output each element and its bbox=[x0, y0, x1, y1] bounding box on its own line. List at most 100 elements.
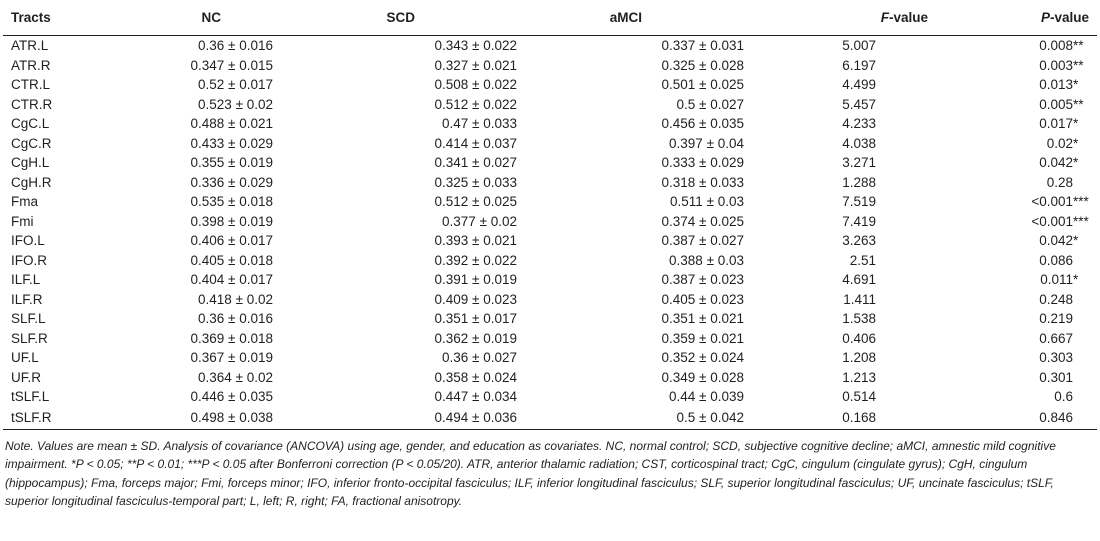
cell-f-value: 3.263 bbox=[842, 233, 876, 249]
table-row: Fmi 0.398 ± 0.019 0.377 ± 0.02 0.374 ± 0.02… bbox=[3, 212, 1097, 232]
cell-nc: 0.498 ± 0.038 bbox=[121, 406, 281, 430]
cell-nc: 0.369 ± 0.018 bbox=[190, 330, 273, 346]
cell-tract: ILF.R bbox=[11, 291, 43, 307]
cell-scd: 0.36 ± 0.027 bbox=[442, 350, 517, 366]
table-row: CgC.R 0.433 ± 0.029 0.414 ± 0.037 0.397 ± 0… bbox=[3, 134, 1097, 154]
cell-scd: 0.341 ± 0.027 bbox=[434, 155, 517, 171]
cell-nc: 0.433 ± 0.029 bbox=[190, 135, 273, 151]
p-value-text: 0.846 bbox=[1039, 410, 1073, 425]
cell-amci: 0.318 ± 0.033 bbox=[661, 174, 744, 190]
table-note: Note. Values are mean ± SD. Analysis of … bbox=[5, 438, 1056, 509]
p-value-text: 0.086 bbox=[1039, 252, 1073, 268]
p-value-text: 0.303 bbox=[1039, 350, 1073, 366]
cell-amci: 0.351 ± 0.021 bbox=[661, 311, 744, 327]
cell-nc: 0.347 ± 0.015 bbox=[190, 57, 273, 73]
table-body: ATR.L 0.36 ± 0.016 0.343 ± 0.022 0.337 ± 0.… bbox=[3, 36, 1097, 430]
cell-nc: 0.364 ± 0.02 bbox=[198, 369, 273, 385]
table-row: ILF.R 0.418 ± 0.02 0.409 ± 0.023 0.405 ± 0.… bbox=[3, 290, 1097, 310]
cell-tract: CTR.R bbox=[11, 96, 53, 112]
cell-nc: 0.446 ± 0.035 bbox=[190, 389, 273, 405]
cell-f-value: 3.271 bbox=[842, 155, 876, 171]
cell-f-value: 7.519 bbox=[842, 194, 876, 210]
cell-f-value: 1.538 bbox=[842, 311, 876, 327]
table-row: SLF.L 0.36 ± 0.016 0.351 ± 0.017 0.351 ± 0.… bbox=[3, 309, 1097, 329]
cell-scd: 0.414 ± 0.037 bbox=[434, 135, 517, 151]
cell-f-value: 0.406 bbox=[842, 330, 876, 346]
cell-f-value: 0.168 bbox=[754, 406, 936, 430]
p-value-text: 0.301 bbox=[1039, 369, 1073, 385]
significance-marker: *** bbox=[1073, 213, 1089, 229]
table-row: ILF.L 0.404 ± 0.017 0.391 ± 0.019 0.387 ± 0… bbox=[3, 270, 1097, 290]
cell-tract: tSLF.R bbox=[3, 406, 121, 430]
cell-scd: 0.377 ± 0.02 bbox=[442, 213, 517, 229]
cell-tract: CgC.L bbox=[11, 116, 50, 132]
cell-amci: 0.511 ± 0.03 bbox=[670, 194, 744, 210]
cell-scd: 0.343 ± 0.022 bbox=[434, 38, 517, 54]
p-value-text: 0.011 bbox=[1040, 272, 1073, 288]
cell-amci: 0.352 ± 0.024 bbox=[661, 350, 744, 366]
cell-p-value: 0.6 bbox=[936, 387, 1097, 407]
cell-tract: CgH.R bbox=[11, 174, 52, 190]
tracts-table: Tracts NC SCD aMCI F-value P-value ATR.L… bbox=[3, 0, 1097, 430]
cell-tract: UF.R bbox=[11, 369, 41, 385]
cell-p-value: 0.008** bbox=[936, 36, 1097, 56]
cell-amci: 0.374 ± 0.025 bbox=[661, 213, 744, 229]
cell-tract: Fmi bbox=[11, 213, 34, 229]
p-value-text: 0.008 bbox=[1039, 38, 1073, 54]
p-value-text: <0.001 bbox=[1031, 213, 1073, 229]
cell-nc: 0.398 ± 0.019 bbox=[190, 213, 273, 229]
cell-p-value: 0.219 bbox=[936, 309, 1097, 329]
p-value-text: 0.042 bbox=[1039, 233, 1073, 249]
cell-p-value: <0.001*** bbox=[936, 212, 1097, 232]
significance-marker: * bbox=[1073, 116, 1079, 132]
cell-f-value: 4.038 bbox=[842, 135, 876, 151]
table-row: CgC.L 0.488 ± 0.021 0.47 ± 0.033 0.456 ± 0.… bbox=[3, 114, 1097, 134]
p-value-text: 0.667 bbox=[1039, 330, 1073, 346]
significance-marker: * bbox=[1073, 233, 1079, 249]
cell-nc: 0.404 ± 0.017 bbox=[190, 272, 273, 288]
cell-tract: ILF.L bbox=[11, 272, 41, 288]
cell-f-value: 1.411 bbox=[843, 291, 876, 307]
significance-marker: * bbox=[1073, 155, 1079, 171]
table-row: tSLF.R 0.498 ± 0.038 0.494 ± 0.036 0.5 ± 0.… bbox=[3, 406, 1097, 430]
cell-p-value: 0.013* bbox=[936, 75, 1097, 95]
significance-marker: *** bbox=[1073, 194, 1089, 210]
cell-scd: 0.512 ± 0.022 bbox=[434, 96, 517, 112]
cell-amci: 0.397 ± 0.04 bbox=[669, 135, 744, 151]
cell-f-value: 7.419 bbox=[842, 213, 876, 229]
significance-marker: ** bbox=[1073, 38, 1084, 54]
cell-scd: 0.447 ± 0.034 bbox=[434, 389, 517, 405]
cell-scd: 0.358 ± 0.024 bbox=[434, 369, 517, 385]
cell-scd: 0.409 ± 0.023 bbox=[434, 291, 517, 307]
cell-nc: 0.488 ± 0.021 bbox=[190, 116, 273, 132]
cell-nc: 0.535 ± 0.018 bbox=[190, 194, 273, 210]
cell-p-value: 0.846 bbox=[936, 406, 1097, 430]
cell-p-value: 0.248 bbox=[936, 290, 1097, 310]
header-amci: aMCI bbox=[527, 0, 754, 36]
cell-amci: 0.333 ± 0.029 bbox=[661, 155, 744, 171]
cell-p-value: 0.667 bbox=[936, 329, 1097, 349]
cell-scd: 0.351 ± 0.017 bbox=[434, 311, 517, 327]
cell-amci: 0.387 ± 0.023 bbox=[661, 272, 744, 288]
cell-p-value: 0.042* bbox=[936, 153, 1097, 173]
header-row: Tracts NC SCD aMCI F-value P-value bbox=[3, 0, 1097, 36]
cell-p-value: 0.28 bbox=[936, 173, 1097, 193]
cell-p-value: <0.001*** bbox=[936, 192, 1097, 212]
cell-nc: 0.36 ± 0.016 bbox=[198, 38, 273, 54]
cell-f-value: 1.213 bbox=[842, 369, 876, 385]
cell-f-value: 2.51 bbox=[849, 252, 876, 268]
p-value-text: 0.6 bbox=[1054, 389, 1073, 405]
p-value-text: 0.005 bbox=[1039, 96, 1073, 112]
cell-p-value: 0.011* bbox=[936, 270, 1097, 290]
cell-f-value: 1.288 bbox=[842, 174, 876, 190]
cell-amci: 0.359 ± 0.021 bbox=[661, 330, 744, 346]
cell-scd: 0.391 ± 0.019 bbox=[434, 272, 517, 288]
p-value-text: 0.28 bbox=[1046, 174, 1073, 190]
cell-tract: tSLF.L bbox=[11, 389, 50, 405]
cell-nc: 0.36 ± 0.016 bbox=[198, 311, 273, 327]
cell-amci: 0.44 ± 0.039 bbox=[669, 389, 744, 405]
cell-amci: 0.5 ± 0.042 bbox=[527, 406, 754, 430]
table-header: Tracts NC SCD aMCI F-value P-value bbox=[3, 0, 1097, 36]
table-row: IFO.R 0.405 ± 0.018 0.392 ± 0.022 0.388 ± 0… bbox=[3, 251, 1097, 271]
cell-amci: 0.405 ± 0.023 bbox=[661, 291, 744, 307]
